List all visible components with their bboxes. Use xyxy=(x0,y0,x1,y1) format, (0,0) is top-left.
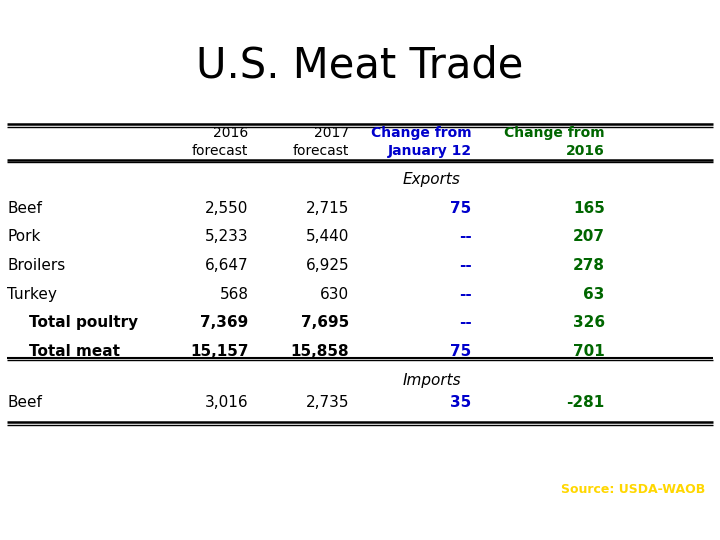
Text: --: -- xyxy=(459,230,472,245)
Text: 5,233: 5,233 xyxy=(204,230,248,245)
Text: -281: -281 xyxy=(567,395,605,410)
Text: Change from: Change from xyxy=(504,126,605,140)
Text: --: -- xyxy=(459,287,472,302)
Text: 2,550: 2,550 xyxy=(205,200,248,215)
Text: Source: USDA-WAOB: Source: USDA-WAOB xyxy=(562,483,706,496)
Text: Extension and Outreach/Department of Economics: Extension and Outreach/Department of Eco… xyxy=(14,516,297,525)
Text: 35: 35 xyxy=(450,395,472,410)
Text: Beef: Beef xyxy=(7,200,42,215)
Text: 2,735: 2,735 xyxy=(306,395,349,410)
Text: 6,647: 6,647 xyxy=(204,258,248,273)
Text: forecast: forecast xyxy=(192,144,248,158)
Text: forecast: forecast xyxy=(293,144,349,158)
Text: 5,440: 5,440 xyxy=(306,230,349,245)
Text: 75: 75 xyxy=(450,344,472,359)
Text: 15,858: 15,858 xyxy=(291,344,349,359)
Text: Total poultry: Total poultry xyxy=(29,315,138,330)
Text: 7,369: 7,369 xyxy=(200,315,248,330)
Text: 2,715: 2,715 xyxy=(306,200,349,215)
Text: 326: 326 xyxy=(572,315,605,330)
Text: 2016: 2016 xyxy=(213,126,248,140)
Text: 568: 568 xyxy=(220,287,248,302)
Text: 2017: 2017 xyxy=(314,126,349,140)
Text: U.S. Meat Trade: U.S. Meat Trade xyxy=(197,44,523,86)
Text: Turkey: Turkey xyxy=(7,287,57,302)
Text: 278: 278 xyxy=(573,258,605,273)
Text: --: -- xyxy=(459,258,472,273)
Text: 75: 75 xyxy=(450,200,472,215)
Text: 630: 630 xyxy=(320,287,349,302)
Text: Beef: Beef xyxy=(7,395,42,410)
Text: 165: 165 xyxy=(573,200,605,215)
Text: 63: 63 xyxy=(583,287,605,302)
Text: Broilers: Broilers xyxy=(7,258,66,273)
Text: 701: 701 xyxy=(573,344,605,359)
Text: 3,016: 3,016 xyxy=(204,395,248,410)
Text: 2016: 2016 xyxy=(566,144,605,158)
Text: Ag Decision Maker: Ag Decision Maker xyxy=(529,512,706,529)
Text: --: -- xyxy=(459,315,472,330)
Text: Iowa State University: Iowa State University xyxy=(14,478,248,496)
Text: Pork: Pork xyxy=(7,230,40,245)
Text: Total meat: Total meat xyxy=(29,344,120,359)
Text: Exports: Exports xyxy=(403,172,461,187)
Text: Imports: Imports xyxy=(402,373,462,388)
Text: 6,925: 6,925 xyxy=(305,258,349,273)
Text: 15,157: 15,157 xyxy=(190,344,248,359)
Text: 7,695: 7,695 xyxy=(301,315,349,330)
Text: 207: 207 xyxy=(573,230,605,245)
Text: January 12: January 12 xyxy=(387,144,472,158)
Text: Change from: Change from xyxy=(371,126,472,140)
